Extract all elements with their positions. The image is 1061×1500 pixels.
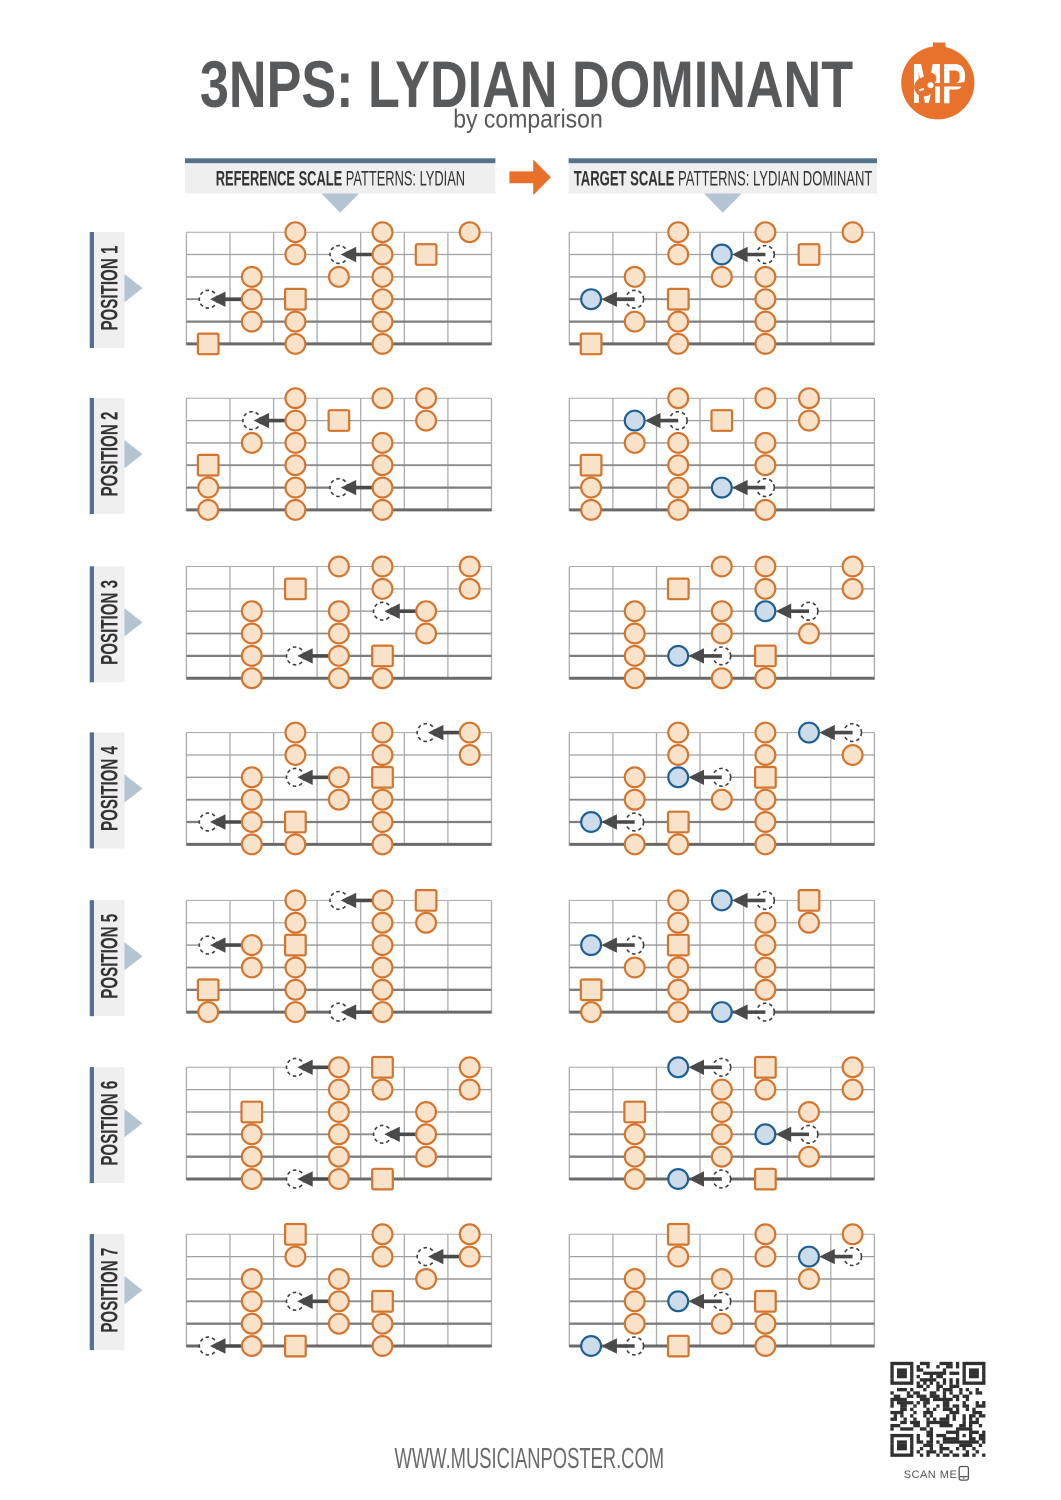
svg-text:WWW.MUSICIANPOSTER.COM: WWW.MUSICIANPOSTER.COM: [395, 1443, 665, 1475]
svg-text:POSITION 3: POSITION 3: [97, 580, 123, 665]
svg-text:TARGET SCALE PATTERNS: LYDIAN: TARGET SCALE PATTERNS: LYDIAN DOMINANT: [574, 166, 873, 190]
svg-text:POSITION 5: POSITION 5: [97, 914, 123, 999]
svg-text:by comparison: by comparison: [453, 105, 603, 134]
svg-text:POSITION 2: POSITION 2: [97, 412, 123, 497]
svg-text:POSITION 1: POSITION 1: [97, 246, 123, 331]
svg-text:POSITION 6: POSITION 6: [97, 1081, 123, 1166]
svg-text:SCAN ME: SCAN ME: [904, 1469, 958, 1481]
svg-text:REFERENCE SCALE PATTERNS: LYDI: REFERENCE SCALE PATTERNS: LYDIAN: [216, 166, 465, 190]
svg-text:POSITION 4: POSITION 4: [97, 745, 123, 831]
svg-text:POSITION 7: POSITION 7: [97, 1248, 123, 1333]
svg-text:3NPS: LYDIAN DOMINANT: 3NPS: LYDIAN DOMINANT: [200, 47, 853, 121]
